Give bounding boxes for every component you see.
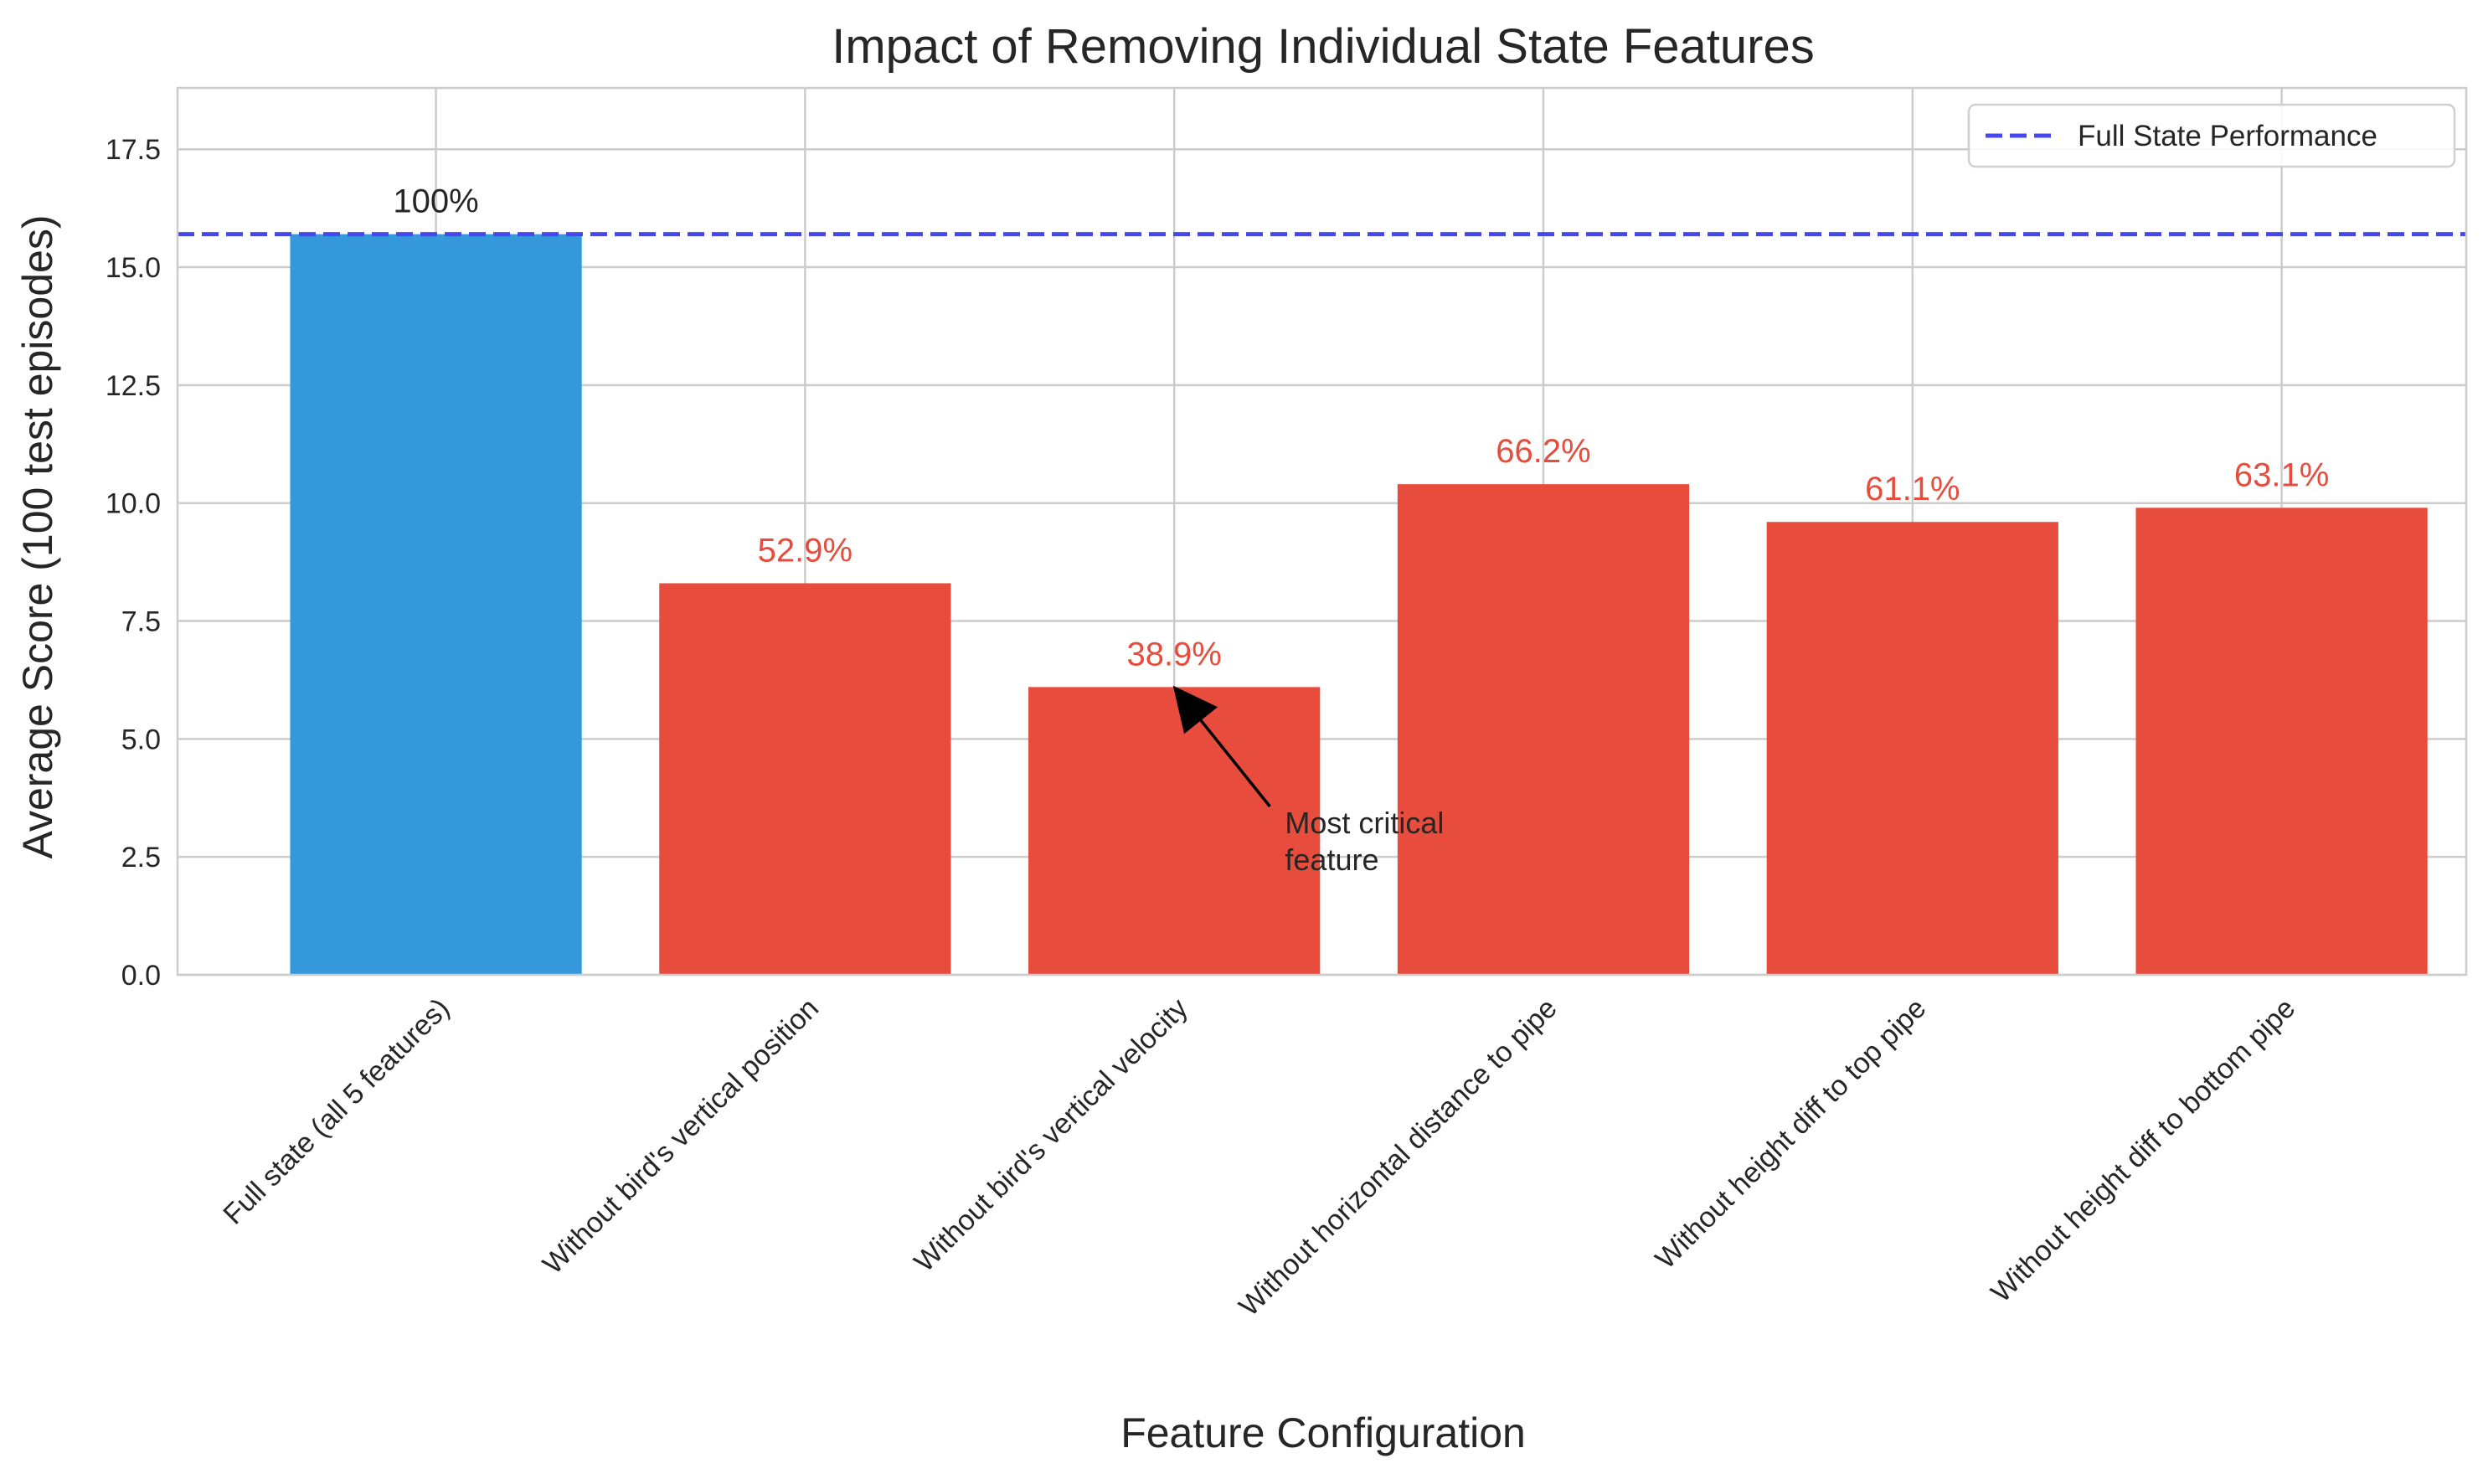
bar-value-label: 52.9% — [758, 532, 853, 569]
annotation-text: feature — [1285, 842, 1378, 877]
y-tick-label: 7.5 — [121, 606, 161, 638]
y-tick-label: 2.5 — [121, 842, 161, 873]
bar — [1028, 687, 1321, 975]
y-axis-label: Average Score (100 test episodes) — [14, 215, 61, 859]
plot-area: 0.0 2.5 5.0 7.5 10.0 12.5 15.0 17.5 100% 52.9% 38.… — [106, 86, 2468, 1322]
bar — [659, 583, 951, 975]
y-tick-label: 10.0 — [106, 488, 161, 520]
y-tick-label: 15.0 — [106, 252, 161, 284]
y-tick-label: 17.5 — [106, 134, 161, 166]
x-tick-label: Without height diff to top pipe — [1650, 992, 1933, 1275]
annotation-arrow-shaft — [1199, 719, 1271, 808]
bar — [1766, 522, 2058, 975]
bar-value-label: 63.1% — [2234, 456, 2329, 493]
x-tick-label: Without height diff to bottom pipe — [1985, 992, 2301, 1309]
annotation-text: Most critical — [1285, 806, 1444, 840]
chart-title: Impact of Removing Individual State Feat… — [832, 19, 1814, 74]
x-tick-label: Full state (all 5 features) — [217, 992, 456, 1231]
bar — [2135, 508, 2428, 975]
legend-label: Full State Performance — [2078, 120, 2377, 152]
x-tick-label: Without bird's vertical velocity — [908, 992, 1193, 1278]
bar — [1397, 484, 1690, 975]
y-tick-label: 12.5 — [106, 370, 161, 402]
y-tick-label: 5.0 — [121, 724, 161, 755]
bar-value-label: 66.2% — [1496, 433, 1590, 470]
bar — [290, 234, 582, 976]
x-axis-label: Feature Configuration — [1120, 1409, 1526, 1456]
bar-value-label: 100% — [393, 183, 478, 220]
bar-value-label: 38.9% — [1126, 636, 1221, 672]
plot-frame — [176, 86, 2468, 976]
x-tick-label: Without horizontal distance to pipe — [1233, 992, 1563, 1322]
annotation-arrow-head — [1172, 685, 1218, 734]
legend-box — [1967, 103, 2456, 168]
y-tick-label: 0.0 — [121, 960, 161, 992]
x-tick-label: Without bird's vertical position — [537, 992, 825, 1280]
bar-value-label: 61.1% — [1865, 471, 1960, 508]
